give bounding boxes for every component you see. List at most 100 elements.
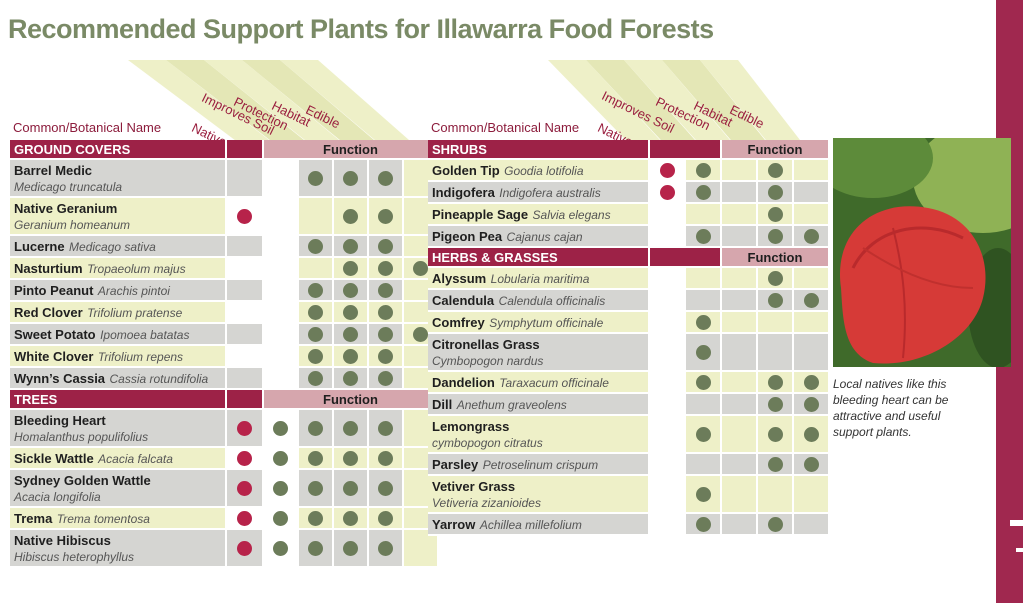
mark-cell [758, 476, 794, 514]
plant-name-cell: Trema Trema tomentosa [10, 508, 227, 530]
mark-cell [264, 448, 299, 470]
mark-cell [686, 476, 722, 514]
column-header-stripes [548, 60, 800, 140]
native-dot [237, 480, 252, 496]
plant-name-cell: Indigofera Indigofera australis [428, 182, 650, 204]
mark-cell [794, 160, 830, 182]
mark-cell [794, 182, 830, 204]
mark-cell [722, 226, 758, 248]
mark-cell [299, 280, 334, 302]
function-dot [308, 282, 323, 298]
header-stripe [166, 60, 304, 140]
botanical-name: Tropaeolum majus [87, 262, 186, 276]
mark-cell [334, 470, 369, 508]
function-dot [767, 426, 783, 442]
function-dot [308, 370, 323, 386]
mark-cell [334, 160, 369, 198]
mark-cell [227, 368, 264, 390]
mark-cell [334, 530, 369, 568]
function-dot [308, 238, 323, 254]
mark-cell [227, 258, 264, 280]
botanical-name: Petroselinum crispum [482, 458, 599, 472]
mark-cell [758, 334, 794, 372]
mark-cell [686, 394, 722, 416]
common-name: Pineapple Sage [432, 207, 529, 222]
plant-name-cell: Red Clover Trifolium pratense [10, 302, 227, 324]
plant-name-cell: Sydney Golden Wattle Acacia longifolia [10, 470, 227, 508]
function-dot [803, 292, 819, 308]
plant-name-cell: Native Geranium Geranium homeanum [10, 198, 227, 236]
function-dot [767, 374, 783, 390]
common-name: Lucerne [14, 239, 65, 254]
header-stripe [700, 60, 800, 140]
mark-cell [650, 268, 686, 290]
common-name: Vetiver Grass [432, 479, 516, 494]
botanical-name: Medicago sativa [69, 240, 156, 254]
bleeding-heart-photo [833, 138, 1011, 367]
table-row: Bleeding Heart Homalanthus populifolius [10, 410, 439, 448]
botanical-name: Medicago truncatula [14, 180, 123, 194]
table-row: Indigofera Indigofera australis [428, 182, 830, 204]
mark-cell [722, 204, 758, 226]
mark-cell [794, 290, 830, 312]
mark-cell [650, 454, 686, 476]
common-name: Pinto Peanut [14, 283, 94, 298]
mark-cell [227, 410, 264, 448]
plant-name-cell: Comfrey Symphytum officinale [428, 312, 650, 334]
table-row: Comfrey Symphytum officinale [428, 312, 830, 334]
mark-cell [686, 334, 722, 372]
header-stripe [204, 60, 339, 140]
botanical-name: Calendula officinalis [498, 294, 606, 308]
function-dot [413, 260, 428, 276]
plant-name-cell: Sweet Potato Ipomoea batatas [10, 324, 227, 346]
column-header-band [10, 60, 439, 142]
common-name: Calendula [432, 293, 495, 308]
plant-name-cell: Vetiver Grass Vetiveria zizanioides [428, 476, 650, 514]
function-dot [767, 270, 783, 286]
function-dot [343, 450, 358, 466]
botanical-name: Arachis pintoi [97, 284, 170, 298]
function-dot [273, 420, 288, 436]
botanical-name: Anethum graveolens [456, 398, 567, 412]
mark-cell [758, 204, 794, 226]
table-row: Sydney Golden Wattle Acacia longifolia [10, 470, 439, 508]
function-dot [343, 170, 358, 186]
mark-cell [794, 204, 830, 226]
mark-cell [369, 508, 404, 530]
mark-cell [722, 476, 758, 514]
function-dot [378, 420, 393, 436]
mark-cell [758, 160, 794, 182]
function-dot [308, 540, 323, 556]
mark-cell [650, 204, 686, 226]
mark-cell [794, 334, 830, 372]
plant-name-cell: Parsley Petroselinum crispum [428, 454, 650, 476]
function-dot [343, 348, 358, 364]
table-row: Dill Anethum graveolens [428, 394, 830, 416]
mark-cell [794, 268, 830, 290]
common-name: Sweet Potato [14, 327, 96, 342]
mark-cell [758, 268, 794, 290]
table-row: Wynn’s Cassia Cassia rotundifolia [10, 368, 439, 390]
mark-cell [299, 470, 334, 508]
botanical-name: Goodia lotifolia [504, 164, 584, 178]
plant-name-cell: Calendula Calendula officinalis [428, 290, 650, 312]
plant-name-cell: White Clover Trifolium repens [10, 346, 227, 368]
mark-cell [686, 312, 722, 334]
function-dot [378, 282, 393, 298]
mark-cell [650, 334, 686, 372]
plant-name-cell: Bleeding Heart Homalanthus populifolius [10, 410, 227, 448]
section-name: TREES [10, 390, 227, 410]
header-stripe [242, 60, 374, 140]
column-header-stripes [128, 60, 409, 140]
mark-cell [794, 514, 830, 536]
mark-cell [334, 368, 369, 390]
botanical-name: cymbopogon citratus [432, 436, 543, 450]
mark-cell [369, 302, 404, 324]
mark-cell [369, 448, 404, 470]
common-name: Yarrow [432, 517, 476, 532]
function-dot [378, 304, 393, 320]
mark-cell [650, 372, 686, 394]
plant-name-cell: Native Hibiscus Hibiscus heterophyllus [10, 530, 227, 568]
section-header-row: SHRUBS Function [428, 140, 830, 160]
mark-cell [650, 226, 686, 248]
